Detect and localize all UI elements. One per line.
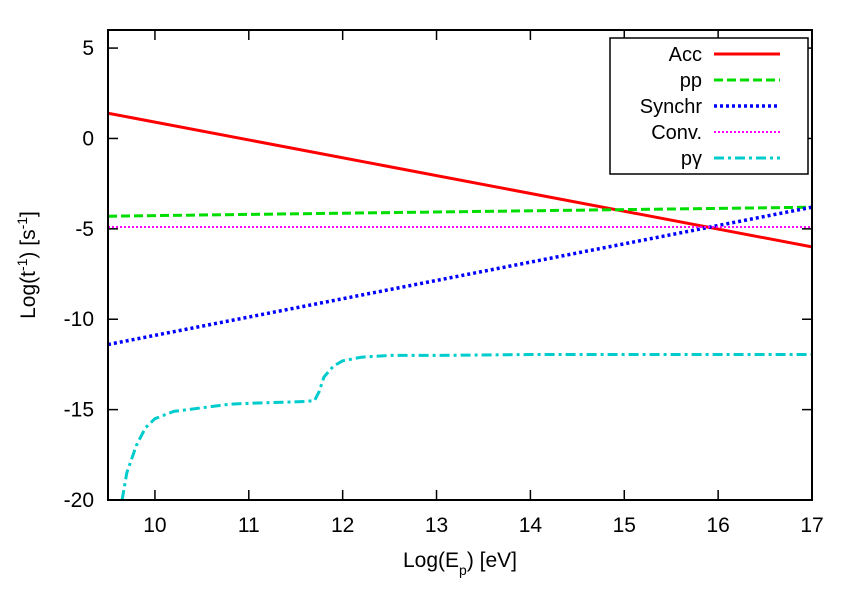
y-tick-label: -10 xyxy=(64,308,94,331)
y-tick-label: 5 xyxy=(82,37,94,60)
x-tick-label: 16 xyxy=(706,514,729,537)
y-axis-label: Log(t-1) [s-1] xyxy=(14,211,40,319)
x-tick-label: 15 xyxy=(613,514,636,537)
axis-labels: 10 11 12 13 14 15 16 17 5 0 -5 -10 -15 -20 Log(Ep) [eV… xyxy=(14,37,824,578)
y-tick-label: -20 xyxy=(64,489,94,512)
plot-frame xyxy=(107,29,813,501)
x-tick-label: 14 xyxy=(519,514,543,537)
legend-label: pγ xyxy=(681,148,702,170)
y-tick-label: -15 xyxy=(64,399,94,422)
x-tick-label: 13 xyxy=(425,514,448,537)
x-tick-label: 10 xyxy=(143,514,166,537)
legend-label: Acc xyxy=(669,44,702,66)
y-tick-label: 0 xyxy=(82,127,94,150)
x-tick-label: 12 xyxy=(331,514,354,537)
legend-label: pp xyxy=(680,70,702,92)
series-line-pγ xyxy=(120,353,812,500)
x-tick-label: 17 xyxy=(800,514,823,537)
x-tick-label: 11 xyxy=(238,514,260,537)
series-line-acc xyxy=(108,111,812,249)
legend: Acc pp Synchr Conv. pγ xyxy=(609,37,809,175)
x-axis-label: Log(Ep) [eV] xyxy=(403,549,517,578)
plot-area xyxy=(108,111,812,500)
series-line-pp xyxy=(108,205,812,218)
legend-label: Conv. xyxy=(651,122,702,144)
y-tick-label: -5 xyxy=(75,218,94,241)
legend-label: Synchr xyxy=(640,96,703,118)
